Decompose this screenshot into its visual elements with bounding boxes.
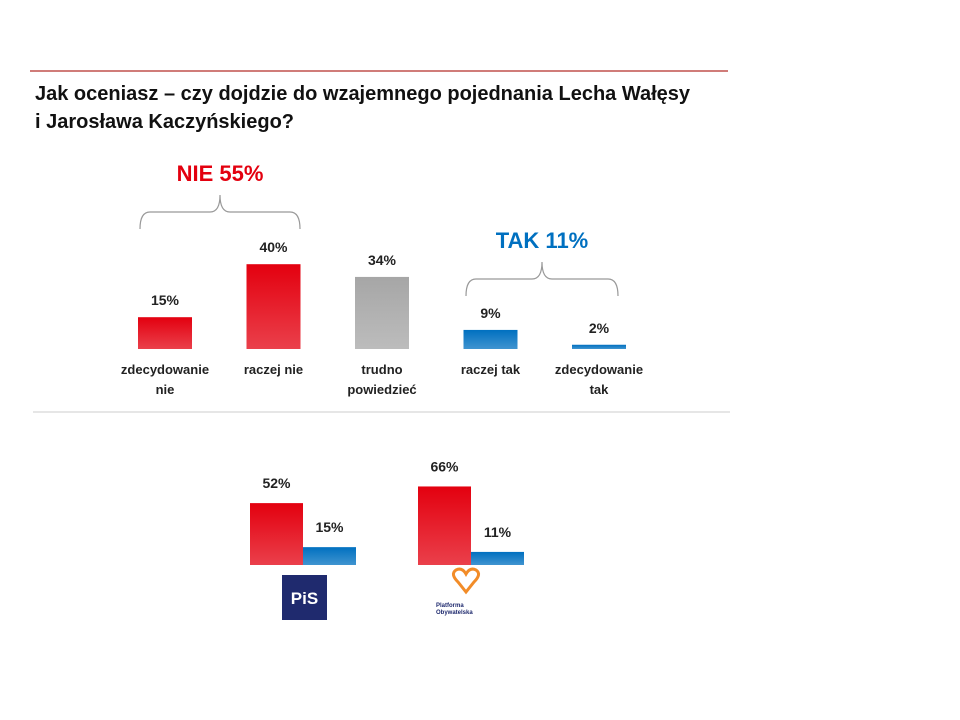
value-label: 11% (484, 524, 512, 540)
value-label: 40% (259, 239, 288, 255)
logo-text: PiS (291, 589, 318, 608)
bar (463, 329, 518, 349)
value-label: 9% (480, 305, 501, 321)
logo (451, 567, 481, 595)
bar (138, 317, 192, 349)
bar (355, 276, 409, 349)
x-tick-label: zdecydowanie tak (554, 362, 644, 397)
bar (572, 344, 626, 349)
bar (303, 547, 356, 565)
chart-title: Jak oceniasz – czy dojdzie do wzajemnego… (35, 83, 691, 133)
value-label: 66% (430, 458, 459, 474)
value-label: 52% (262, 475, 291, 491)
x-tick-label: zdecydowanie nie (120, 362, 210, 397)
brace (465, 261, 619, 297)
value-label: 2% (589, 320, 610, 336)
bar (471, 551, 524, 565)
bar (246, 264, 301, 349)
logo (282, 575, 327, 620)
brace (139, 194, 301, 230)
x-tick-label: raczej nie (243, 362, 304, 377)
annotation: TAK 11% (496, 228, 589, 253)
x-tick-label: trudno powiedzieć (347, 362, 417, 397)
annotation: NIE 55% (177, 161, 264, 186)
x-tick-label: raczej tak (460, 362, 521, 377)
value-label: 15% (315, 519, 344, 535)
value-label: 34% (368, 252, 397, 268)
bar (250, 503, 303, 565)
bar (418, 486, 471, 565)
value-label: 15% (151, 292, 180, 308)
logo-text: Platforma Obywatelska (436, 603, 473, 616)
